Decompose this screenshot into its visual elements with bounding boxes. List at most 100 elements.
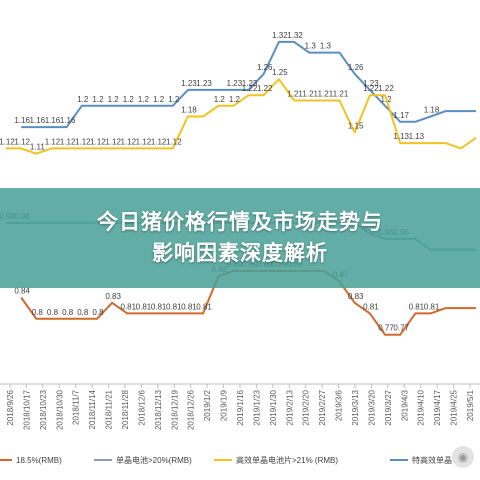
banner-title-line-2: 影响因素深度解析 — [152, 241, 328, 265]
data-label: 1.2 — [153, 95, 165, 104]
data-label: 1.15 — [348, 121, 364, 130]
x-tick-label: 2019/4/25 — [450, 389, 459, 425]
data-label: 1.21 — [318, 90, 334, 99]
data-label: 1.22 — [363, 84, 379, 93]
data-label: 0.81 — [151, 302, 167, 311]
data-label: 0.81 — [196, 302, 212, 311]
x-tick-label: 2018/11/7 — [72, 389, 81, 425]
data-label: 1.16 — [30, 116, 46, 125]
data-label: 1.21 — [302, 90, 318, 99]
data-label: 1.32 — [272, 31, 288, 40]
data-label: 0.81 — [166, 302, 182, 311]
legend-label: 18.5%(RMB) — [16, 456, 62, 465]
data-label: 1.32 — [287, 31, 303, 40]
x-tick-label: 2019/1/2 — [203, 389, 212, 421]
series-line-1 — [6, 78, 477, 155]
data-label: 1.2 — [123, 95, 135, 104]
x-tick-label: 2019/1/16 — [236, 389, 245, 425]
data-label: 1.12 — [0, 137, 15, 146]
data-label: 1.12 — [90, 137, 106, 146]
data-label: 1.12 — [136, 137, 152, 146]
wechat-logo-icon: ◉ — [452, 446, 474, 468]
data-label: 1.23 — [242, 79, 258, 88]
x-tick-label: 2019/3/20 — [367, 389, 376, 425]
x-tick-label: 2019/2/27 — [318, 389, 327, 425]
data-label: 1.2 — [214, 95, 226, 104]
data-label: 0.81 — [136, 302, 152, 311]
series-line-0 — [21, 40, 476, 129]
x-tick-label: 2019/3/27 — [384, 389, 393, 425]
x-tick-label: 2019/5/1 — [466, 389, 475, 421]
legend-label: 单晶电池>20%(RMB) — [116, 455, 192, 465]
data-label: 1.12 — [166, 137, 182, 146]
data-label: 0.77 — [378, 324, 394, 333]
data-label: 1.16 — [60, 116, 76, 125]
data-label: 1.12 — [105, 137, 121, 146]
data-label: 0.83 — [105, 292, 121, 301]
data-label: 1.2 — [168, 95, 180, 104]
x-tick-label: 2018/10/30 — [55, 389, 64, 430]
x-tick-label: 2019/1/23 — [252, 389, 261, 425]
x-tick-label: 2019/4/17 — [433, 389, 442, 425]
data-label: 0.81 — [181, 302, 197, 311]
data-label: 1.13 — [409, 132, 425, 141]
data-label: 1.12 — [14, 137, 30, 146]
data-label: 1.3 — [320, 42, 332, 51]
data-label: 1.21 — [287, 90, 303, 99]
data-label: 1.2 — [108, 95, 120, 104]
x-tick-label: 2018/11/14 — [88, 389, 97, 429]
data-label: 1.12 — [121, 137, 137, 146]
title-banner: 今日猪价格行情及市场走势与 影响因素深度解析 — [0, 188, 480, 288]
data-label: 0.81 — [409, 302, 425, 311]
data-label: 0.83 — [348, 292, 364, 301]
data-label: 0.8 — [77, 308, 89, 317]
data-label: 1.26 — [348, 63, 364, 72]
legend-label: 特高效单晶电 — [412, 455, 460, 465]
data-label: 0.81 — [363, 302, 379, 311]
data-label: 1.22 — [378, 84, 394, 93]
data-label: 1.26 — [257, 63, 273, 72]
data-label: 1.12 — [151, 137, 167, 146]
data-label: 1.2 — [138, 95, 150, 104]
data-label: 0.8 — [47, 308, 59, 317]
data-label: 1.23 — [227, 79, 243, 88]
data-label: 1.3 — [305, 42, 317, 51]
data-label: 0.8 — [92, 308, 104, 317]
data-label: 1.17 — [393, 111, 409, 120]
banner-title-line-1: 今日猪价格行情及市场走势与 — [97, 210, 383, 234]
data-label: 1.11 — [30, 143, 46, 152]
data-label: 1.12 — [60, 137, 76, 146]
data-label: 0.8 — [32, 308, 44, 317]
x-tick-label: 2019/4/3 — [400, 389, 409, 421]
data-label: 1.16 — [14, 116, 30, 125]
x-tick-label: 2018/11/21 — [105, 389, 114, 429]
data-label: 1.22 — [242, 84, 258, 93]
data-label: 1.2 — [92, 95, 104, 104]
data-label: 1.23 — [196, 79, 212, 88]
data-label: 1.23 — [181, 79, 197, 88]
x-tick-label: 2019/1/30 — [269, 389, 278, 425]
x-tick-label: 2019/1/9 — [220, 389, 229, 421]
data-label: 0.81 — [121, 302, 137, 311]
x-tick-label: 2018/12/6 — [137, 389, 146, 425]
data-label: 1.21 — [333, 90, 349, 99]
x-tick-label: 2019/4/10 — [417, 389, 426, 425]
x-tick-label: 2018/12/19 — [170, 389, 179, 430]
data-label: 1.2 — [229, 95, 241, 104]
data-label: 1.12 — [75, 137, 91, 146]
data-label: 0.81 — [424, 302, 440, 311]
x-tick-label: 2018/10/23 — [39, 389, 48, 430]
x-tick-label: 2018/9/26 — [6, 389, 15, 425]
x-tick-label: 2019/3/13 — [351, 389, 360, 425]
x-tick-label: 2018/11/28 — [121, 389, 130, 429]
x-tick-label: 2018/12/13 — [154, 389, 163, 430]
data-label: 1.22 — [257, 84, 273, 93]
x-tick-label: 2018/12/26 — [187, 389, 196, 430]
data-label: 1.12 — [45, 137, 61, 146]
x-tick-label: 2019/2/20 — [302, 389, 311, 425]
data-label: 1.18 — [424, 105, 440, 114]
data-label: 1.13 — [393, 132, 409, 141]
data-label: 0.84 — [14, 286, 30, 295]
data-label: 1.23 — [363, 79, 379, 88]
x-tick-label: 2019/3/6 — [335, 389, 344, 421]
